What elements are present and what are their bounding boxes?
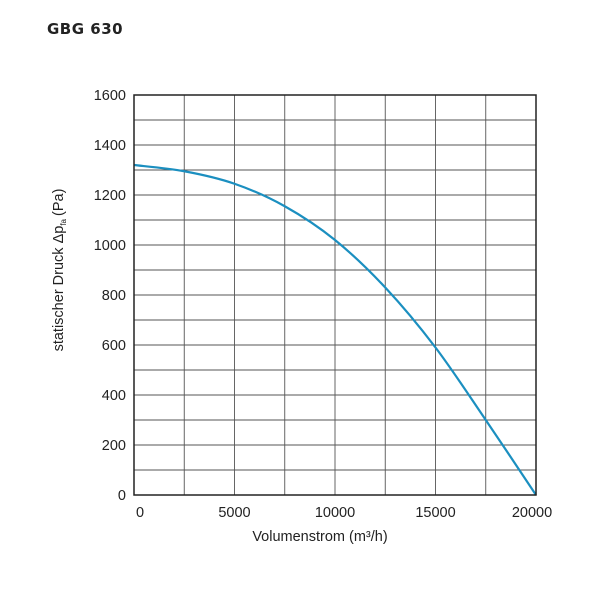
x-tick-label: 5000 (218, 505, 250, 521)
x-tick-label: 0 (136, 505, 144, 521)
plot-frame (133, 94, 537, 496)
y-tick-label: 1200 (94, 188, 126, 204)
y-tick-label: 800 (102, 288, 126, 304)
y-tick-label: 600 (102, 338, 126, 354)
y-tick-label: 200 (102, 438, 126, 454)
y-axis-label: statischer Druck Δpfa(Pa) (51, 189, 68, 352)
y-tick-label: 1600 (94, 88, 126, 104)
x-axis-label: Volumenstrom (m³/h) (252, 529, 387, 545)
y-tick-label: 0 (118, 488, 126, 504)
grid (134, 95, 536, 495)
series-line (133, 163, 537, 496)
x-tick-label: 10000 (315, 505, 355, 521)
series-layer (133, 163, 537, 496)
x-tick-label: 20000 (512, 505, 552, 521)
chart-title: GBG 630 (47, 20, 124, 38)
y-tick-label: 1000 (94, 238, 126, 254)
tick-labels: 0 200 400 600 800 1000 1200 1400 1600 0 5000 10000 1… (94, 88, 552, 521)
y-tick-label: 1400 (94, 138, 126, 154)
y-tick-label: 400 (102, 388, 126, 404)
x-tick-label: 15000 (415, 505, 455, 521)
